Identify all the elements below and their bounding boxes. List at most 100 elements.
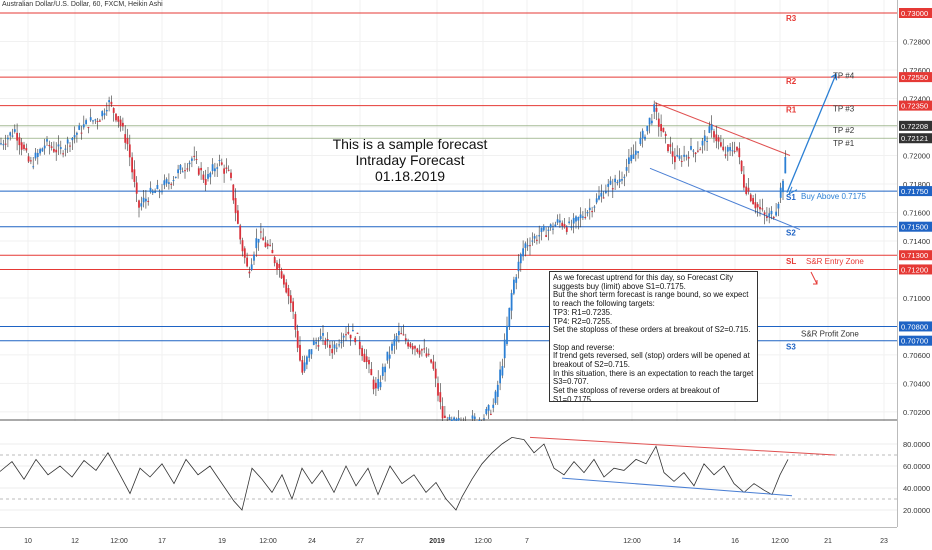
candle-body (204, 179, 207, 185)
candle-body (522, 248, 524, 257)
candle-body (563, 224, 566, 228)
candle-body (630, 154, 633, 162)
candle-body (312, 340, 315, 345)
candle-body (352, 330, 354, 332)
candle-body (232, 184, 235, 201)
rsi-background (0, 421, 897, 527)
projection-arrowhead (830, 73, 838, 81)
rsi-tick-label: 40.0000 (903, 484, 930, 493)
candle-body (195, 159, 198, 161)
annotations-layer: TP #4 TP #3 TP #2 TP #1 Buy Above 0.7175 S&R … (801, 71, 866, 338)
candle-body (126, 137, 129, 145)
candle-body (738, 148, 741, 158)
candle-body (4, 143, 7, 145)
time-tick-label: 27 (356, 538, 364, 545)
candle-body (92, 120, 94, 122)
candle-body (225, 167, 228, 169)
candle-body (586, 212, 589, 214)
level-label-s2: S2 (786, 229, 796, 238)
candle-body (637, 151, 639, 153)
candle-body (174, 176, 177, 178)
candle-body (662, 127, 665, 133)
candle-body (227, 169, 230, 171)
candle-body (276, 262, 278, 270)
forecast-heading-line-1: This is a sample forecast (332, 136, 488, 152)
candle-body (260, 231, 262, 233)
candle-body (103, 113, 106, 116)
candle-body (743, 174, 745, 188)
candle-body (510, 293, 513, 311)
candle-body (602, 197, 605, 199)
candle-body (726, 147, 729, 152)
candle-body (434, 368, 437, 379)
candle-body (112, 108, 115, 113)
candle-body (372, 379, 375, 390)
candle-body (772, 216, 775, 219)
candle-body (784, 156, 787, 174)
candle-body (317, 345, 320, 347)
price-tick-label: 0.70600 (903, 351, 930, 360)
candle-body (547, 229, 550, 231)
candle-body (179, 164, 182, 170)
red-arrow-line (810, 271, 818, 285)
candle-body (200, 167, 202, 171)
candle-body (326, 338, 329, 340)
level-price-text: 0.71300 (901, 251, 928, 260)
candle-body (89, 117, 92, 121)
candle-body (651, 120, 653, 124)
price-tag-text: 0.72121 (901, 134, 928, 143)
candle-body (283, 275, 285, 285)
candle-body (324, 340, 327, 346)
candle-body (745, 186, 748, 195)
candle-body (266, 243, 269, 247)
candle-body (135, 182, 138, 194)
channel-upper-line (654, 102, 791, 156)
candle-body (485, 408, 488, 415)
candle-body (595, 198, 598, 203)
candle-body (168, 182, 170, 184)
time-tick-label: 12:00 (771, 538, 789, 545)
candle-body (64, 148, 67, 150)
level-price-text: 0.70700 (901, 337, 928, 346)
candle-body (253, 254, 255, 261)
candle-body (250, 264, 253, 271)
candle-body (36, 153, 39, 157)
candle-body (568, 221, 570, 223)
candle-body (761, 208, 764, 210)
level-price-text: 0.72550 (901, 73, 928, 82)
candle-body (768, 213, 771, 217)
candle-body (430, 359, 432, 363)
candle-body (441, 406, 444, 419)
candle-body (209, 172, 212, 178)
candle-body (605, 191, 607, 193)
candle-body (39, 149, 41, 154)
candle-body (331, 348, 334, 354)
candle-body (32, 166, 35, 168)
candle-body (565, 227, 568, 232)
candle-body (165, 179, 168, 184)
candle-body (7, 137, 9, 140)
candle-body (775, 211, 777, 216)
candle-body (191, 158, 193, 161)
candle-body (87, 127, 90, 129)
candle-body (96, 120, 99, 122)
candle-body (358, 341, 361, 350)
candle-body (99, 120, 101, 122)
candle-body (184, 170, 186, 172)
candle-body (644, 136, 646, 140)
level-price-text: 0.73000 (901, 9, 928, 18)
candle-body (473, 416, 476, 419)
candle-body (223, 168, 225, 174)
candle-body (163, 180, 166, 186)
candle-body (625, 167, 628, 171)
candle-body (584, 217, 587, 219)
price-axis: 0.728000.726000.724000.722000.720000.718… (899, 8, 932, 515)
candle-body (667, 144, 669, 152)
candle-body (124, 134, 127, 143)
candle-body (676, 154, 679, 157)
candle-body (285, 282, 288, 293)
level-price-text: 0.70800 (901, 322, 928, 331)
candle-body (439, 392, 442, 403)
note-line: Stop and reverse: (553, 342, 615, 352)
